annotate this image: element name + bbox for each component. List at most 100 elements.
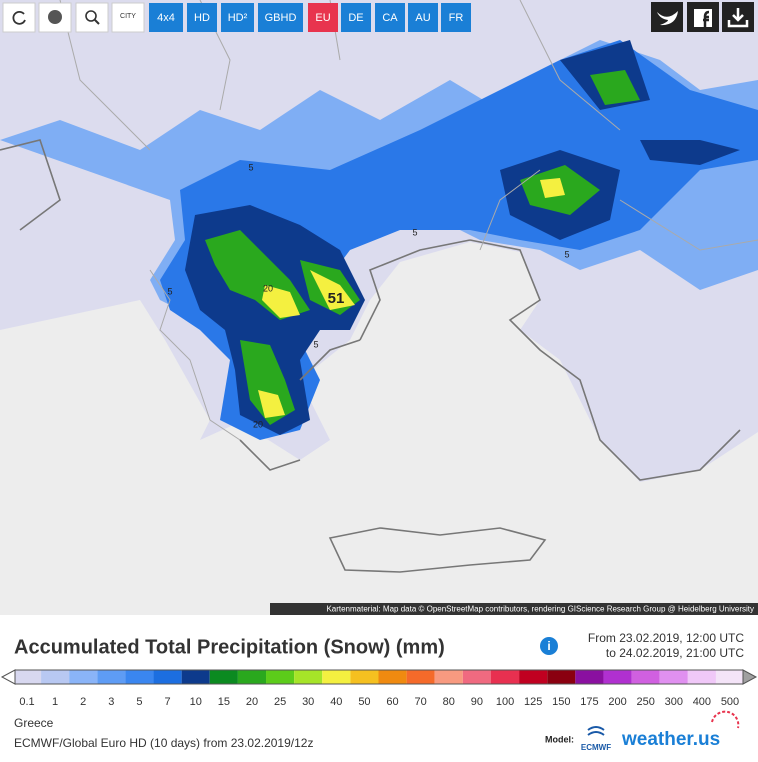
model-button[interactable]: [258, 3, 303, 32]
model-label: Model:: [545, 734, 574, 744]
region-button[interactable]: [341, 3, 371, 32]
region-button-active[interactable]: [308, 3, 338, 32]
colorbar-cell: [603, 670, 632, 684]
colorbar-cell: [687, 670, 716, 684]
colorbar-cell: [209, 670, 238, 684]
colorbar-label: 300: [665, 696, 683, 708]
crete: [328, 527, 547, 573]
precip-green: [205, 70, 640, 425]
colorbar-label: 500: [721, 696, 739, 708]
colorbar-cell: [659, 670, 688, 684]
colorbar-label: 2: [80, 696, 86, 708]
colorbar-cell: [69, 670, 98, 684]
colorbar-label: 25: [274, 696, 286, 708]
colorbar-label: 3: [108, 696, 114, 708]
colorbar-label: 200: [608, 696, 626, 708]
colorbar-cell: [266, 670, 295, 684]
attribution-bg: [270, 603, 758, 615]
button-label: GBHD: [265, 12, 297, 24]
button-label: EU: [315, 12, 330, 24]
colorbar-label: 30: [302, 696, 314, 708]
precip-dark: [185, 40, 740, 435]
colorbar-cell: [575, 670, 604, 684]
download-icon: [727, 8, 749, 28]
colorbar-cell: [350, 670, 379, 684]
precip-medium: [160, 40, 758, 440]
colorbar-label: 150: [552, 696, 570, 708]
colorbar-cell: [97, 670, 126, 684]
colorbar-cell: [406, 670, 435, 684]
colorbar-label: 175: [580, 696, 598, 708]
zoom-button[interactable]: [75, 2, 109, 33]
colorbar-low-arrow: [0, 669, 16, 685]
colorbar-label: 60: [386, 696, 398, 708]
colorbar-cell: [715, 670, 743, 684]
button-label: 4x4: [157, 12, 175, 24]
period-to: to 24.02.2019, 21:00 UTC: [606, 646, 744, 660]
colorbar-label: 90: [471, 696, 483, 708]
region: Greece: [14, 716, 54, 730]
weather-logo: weather.us: [621, 729, 720, 750]
zoom-icon-handle: [94, 19, 100, 25]
twitter-icon: [657, 11, 678, 26]
colorbar-label: 400: [693, 696, 711, 708]
button-label: HD: [194, 12, 210, 24]
coastline: [0, 139, 741, 481]
model-button[interactable]: [221, 3, 254, 32]
toolbar: CITY 4x4 HD HD² GBHD EU DE CA AU FR: [2, 2, 754, 33]
colorbar-label: 20: [246, 696, 258, 708]
map-label: 51: [328, 290, 345, 307]
colorbar-cell: [237, 670, 267, 684]
colorbar-label: 40: [330, 696, 342, 708]
period-from: From 23.02.2019, 12:00 UTC: [588, 631, 744, 645]
colorbar-label: 15: [218, 696, 230, 708]
map-label: 5: [167, 286, 172, 296]
map-label: 5: [248, 162, 253, 172]
button-label: AU: [415, 12, 430, 24]
colorbar-label: 5: [136, 696, 142, 708]
legend: Accumulated Total Precipitation (Snow) (…: [0, 631, 758, 752]
region-button[interactable]: [375, 3, 405, 32]
weather-logo-sun: [711, 710, 740, 729]
model-button[interactable]: [149, 3, 183, 32]
colorbar-label: 0.1: [19, 696, 34, 708]
map: 5 5 20 5 51 5 20 5 Kartenmaterial: Map d…: [0, 0, 758, 615]
colorbar-cell: [322, 670, 351, 684]
colorbar-cell: [294, 670, 323, 684]
reload-button[interactable]: [2, 2, 36, 33]
button-label: CA: [382, 12, 398, 24]
map-label: 5: [313, 339, 318, 349]
colorbar-cell: [378, 670, 407, 684]
colorbar-cell: [547, 670, 576, 684]
colorbar-cell: [490, 670, 520, 684]
colorbar-label: 80: [443, 696, 455, 708]
colorbar-cell: [631, 670, 660, 684]
globe-icon: [48, 10, 62, 24]
colorbar-high-arrow: [742, 669, 758, 685]
region-button[interactable]: [408, 3, 438, 32]
ecmwf-logo: ECMWF: [581, 743, 611, 752]
colorbar-label: 50: [358, 696, 370, 708]
colorbar-label: 250: [636, 696, 654, 708]
info-button[interactable]: [540, 637, 558, 655]
reload-icon: [12, 10, 26, 25]
colorbar-label: 100: [496, 696, 514, 708]
colorbar-cell: [125, 670, 154, 684]
sea: [0, 242, 758, 615]
zoom-icon: [85, 10, 97, 22]
model-button[interactable]: [187, 3, 217, 32]
map-label: 5: [412, 227, 417, 237]
colorbar-cell: [15, 670, 42, 684]
info-icon: i: [547, 639, 550, 653]
colorbar-cell: [434, 670, 463, 684]
city-button[interactable]: [111, 2, 145, 33]
region-button[interactable]: [441, 3, 471, 32]
colorbar-cell: [519, 670, 548, 684]
city-label: CITY: [120, 13, 136, 20]
colorbar-label: 125: [524, 696, 542, 708]
attribution: Kartenmaterial: Map data © OpenStreetMap…: [326, 605, 754, 614]
colorbar-label: 70: [415, 696, 427, 708]
legend-title: Accumulated Total Precipitation (Snow) (…: [14, 636, 445, 658]
colorbar-label: 10: [190, 696, 202, 708]
